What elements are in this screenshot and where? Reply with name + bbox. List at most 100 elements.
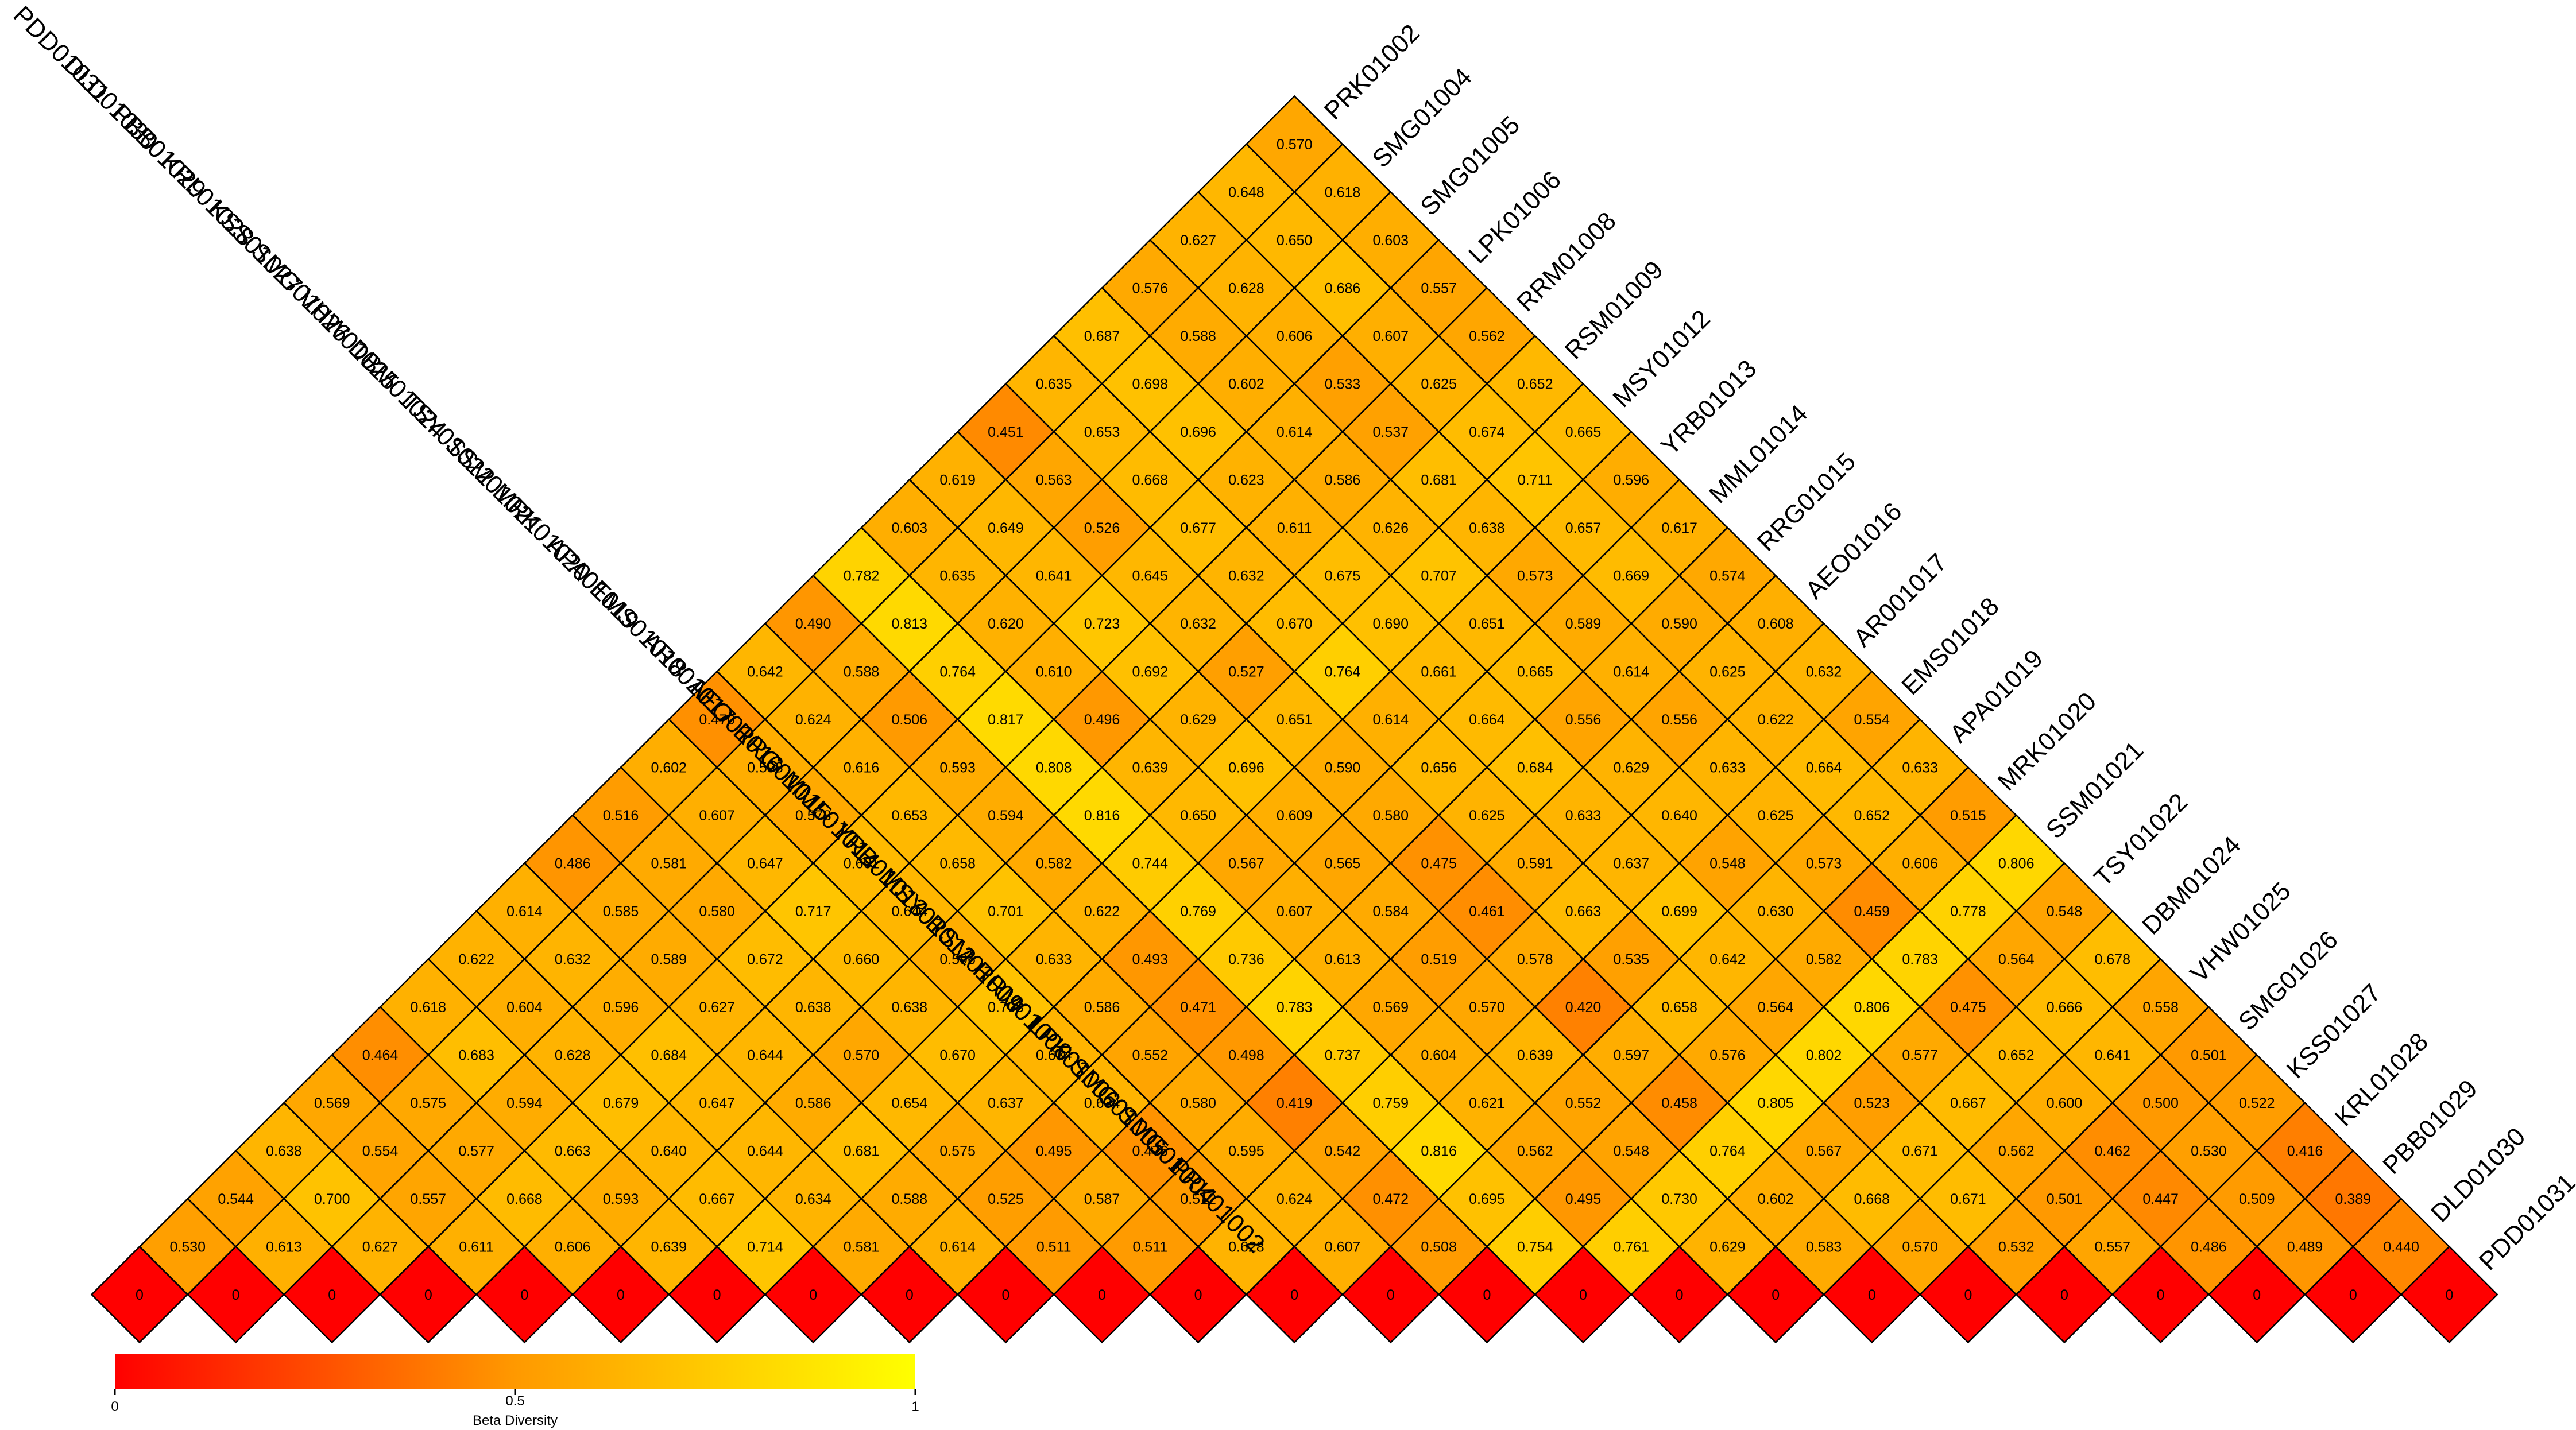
cell-value-label: 0.614: [506, 904, 543, 920]
cell-value-label: 0.650: [1277, 232, 1313, 249]
cell-value-label: 0.614: [1373, 712, 1409, 728]
cell-value-label: 0.511: [1036, 1239, 1072, 1255]
cell-value-label: 0.639: [1132, 760, 1169, 776]
cell-value-label: 0.607: [699, 808, 735, 824]
cell-value-label: 0.640: [1661, 808, 1697, 824]
cell-value-label: 0.764: [1325, 664, 1361, 680]
cell-value-label: 0.569: [314, 1095, 350, 1111]
cell-value-label: 0.618: [411, 999, 447, 1016]
cell-value-label: 0.509: [2239, 1191, 2275, 1207]
cell-value-label: 0.554: [1854, 712, 1890, 728]
cell-value-label: 0.416: [2287, 1144, 2323, 1160]
cell-value-label: 0.671: [1950, 1191, 1986, 1207]
cell-value-label: 0.717: [795, 904, 831, 920]
cell-value-label: 0: [1194, 1287, 1202, 1303]
cell-value-label: 0.594: [506, 1095, 543, 1111]
cell-value-label: 0.714: [747, 1239, 783, 1255]
cell-value-label: 0.607: [1325, 1239, 1361, 1255]
cell-value-label: 0: [136, 1287, 144, 1303]
colorbar-tick-label: 1: [911, 1399, 919, 1415]
cell-value-label: 0: [2349, 1287, 2357, 1303]
cell-value-label: 0.629: [1180, 712, 1216, 728]
cell-value-label: 0.744: [1132, 856, 1169, 872]
cell-value-label: 0.764: [939, 664, 976, 680]
cell-value-label: 0.537: [1373, 424, 1409, 440]
cell-value-label: 0.590: [1661, 616, 1697, 632]
cell-value-label: 0.802: [1806, 1048, 1842, 1064]
cell-value-label: 0.661: [1421, 664, 1457, 680]
cell-value-label: 0.567: [1228, 856, 1264, 872]
cell-value-label: 0.633: [1565, 808, 1602, 824]
cell-value-label: 0.672: [747, 952, 783, 968]
cell-value-label: 0.635: [1036, 377, 1072, 393]
sample-label-right: LPK01006: [1463, 166, 1567, 269]
cell-value-label: 0: [1483, 1287, 1491, 1303]
cell-value-label: 0.486: [2191, 1239, 2227, 1255]
cell-value-label: 0.564: [1758, 999, 1794, 1016]
cell-value-label: 0.557: [1421, 281, 1457, 297]
cell-value-label: 0.475: [1421, 856, 1457, 872]
cell-value-label: 0.625: [1758, 808, 1794, 824]
cell-value-label: 0.723: [1084, 616, 1120, 632]
cell-value-label: 0.604: [1421, 1048, 1457, 1064]
cell-value-label: 0.613: [266, 1239, 302, 1255]
cell-value-label: 0.698: [1132, 377, 1169, 393]
cell-value-label: 0.642: [747, 664, 783, 680]
cell-value-label: 0.817: [988, 712, 1024, 728]
cell-value-label: 0.761: [1614, 1239, 1650, 1255]
cell-value-label: 0.641: [1036, 568, 1072, 584]
cell-value-label: 0.764: [1709, 1144, 1746, 1160]
cell-value-label: 0.564: [1998, 952, 2035, 968]
cell-value-label: 0.604: [506, 999, 543, 1016]
cell-value-label: 0: [1387, 1287, 1395, 1303]
cell-value-label: 0.629: [1614, 760, 1650, 776]
cell-value-label: 0.778: [1950, 904, 1986, 920]
cell-value-label: 0.648: [1228, 185, 1264, 201]
cell-value-label: 0.695: [1469, 1191, 1505, 1207]
cell-value-label: 0.696: [1180, 424, 1216, 440]
cell-value-label: 0.633: [1036, 952, 1072, 968]
cell-value-label: 0.506: [892, 712, 928, 728]
cell-value-label: 0.650: [1180, 808, 1216, 824]
cell-value-label: 0.675: [1325, 568, 1361, 584]
cell-value-label: 0.630: [1758, 904, 1794, 920]
cell-value-label: 0.603: [892, 520, 928, 536]
cell-value-label: 0.633: [1709, 760, 1746, 776]
cell-value-label: 0.616: [844, 760, 880, 776]
cell-value-label: 0: [2157, 1287, 2165, 1303]
cell-value-label: 0: [1868, 1287, 1876, 1303]
cell-value-label: 0.576: [1709, 1048, 1746, 1064]
cell-value-label: 0.640: [651, 1144, 687, 1160]
cell-value-label: 0.588: [892, 1191, 928, 1207]
cell-value-label: 0.557: [2095, 1239, 2131, 1255]
cell-value-label: 0.525: [988, 1191, 1024, 1207]
cell-value-label: 0.558: [2142, 999, 2179, 1016]
cell-value-label: 0.678: [2095, 952, 2131, 968]
cell-value-label: 0.730: [1661, 1191, 1697, 1207]
cell-value-label: 0.580: [699, 904, 735, 920]
cell-value-label: 0.472: [1373, 1191, 1409, 1207]
cell-value-label: 0.515: [1950, 808, 1986, 824]
cell-value-label: 0.535: [1614, 952, 1650, 968]
cell-value-label: 0.667: [699, 1191, 735, 1207]
cell-value-label: 0.489: [2287, 1239, 2323, 1255]
cell-value-label: 0.805: [1758, 1095, 1794, 1111]
cell-value-label: 0.622: [458, 952, 494, 968]
cell-value-label: 0.523: [1854, 1095, 1890, 1111]
cell-value-label: 0.607: [1373, 328, 1409, 344]
cell-value-label: 0.649: [988, 520, 1024, 536]
cell-value-label: 0.552: [1132, 1048, 1169, 1064]
cell-value-label: 0.608: [1758, 616, 1794, 632]
cell-value-label: 0.645: [1132, 568, 1169, 584]
cell-value-label: 0.806: [1998, 856, 2035, 872]
cell-value-label: 0.607: [1277, 904, 1313, 920]
cell-value-label: 0.589: [651, 952, 687, 968]
cell-value-label: 0.627: [699, 999, 735, 1016]
sample-label-right: DLD01030: [2426, 1122, 2531, 1227]
cell-value-label: 0.554: [362, 1144, 399, 1160]
cell-value-label: 0.548: [2047, 904, 2083, 920]
cell-value-label: 0.533: [1325, 377, 1361, 393]
cell-value-label: 0.683: [458, 1048, 494, 1064]
cell-value-label: 0.597: [1614, 1048, 1650, 1064]
cell-value-label: 0.493: [1132, 952, 1169, 968]
